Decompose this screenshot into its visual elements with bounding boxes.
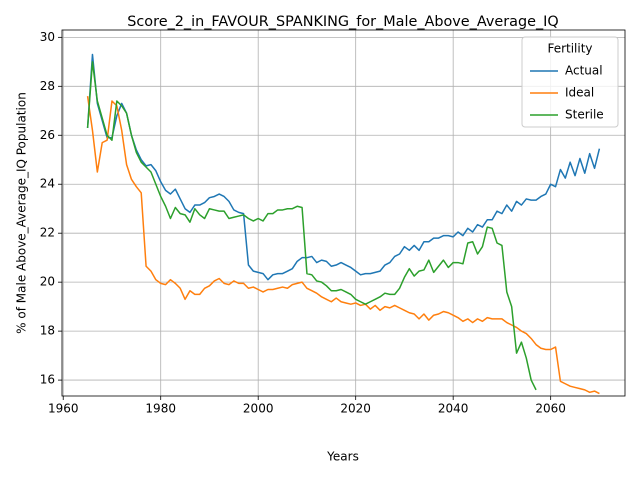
y-tick-label: 30 (40, 30, 55, 44)
plot-frame (61, 29, 626, 397)
legend-title: Fertility (547, 42, 592, 56)
x-tick-label: 2020 (340, 402, 371, 416)
x-tick-label: 2060 (535, 402, 566, 416)
y-tick-label: 18 (40, 324, 55, 338)
legend-box (521, 36, 619, 128)
y-tick-label: 28 (40, 79, 55, 93)
y-tick-label: 22 (40, 226, 55, 240)
legend-label: Sterile (565, 108, 604, 122)
legend-label: Ideal (565, 86, 594, 100)
legend-label: Actual (565, 64, 603, 78)
x-tick-label: 1960 (48, 402, 79, 416)
x-tick-label: 2000 (243, 402, 274, 416)
y-tick-label: 16 (40, 373, 55, 387)
chart-title: Score_2_in_FAVOUR_SPANKING_for_Male_Abov… (127, 14, 558, 30)
x-tick-label: 1980 (145, 402, 176, 416)
y-tick-label: 24 (40, 177, 55, 191)
x-tick-label: 2040 (438, 402, 469, 416)
y-tick-label: 20 (40, 275, 55, 289)
y-tick-label: 26 (40, 128, 55, 142)
series-line (86, 61, 537, 391)
series-line (86, 53, 601, 281)
x-axis-label: Years (326, 450, 359, 464)
y-axis-label: % of Male Above_Average_IQ Population (15, 92, 29, 334)
